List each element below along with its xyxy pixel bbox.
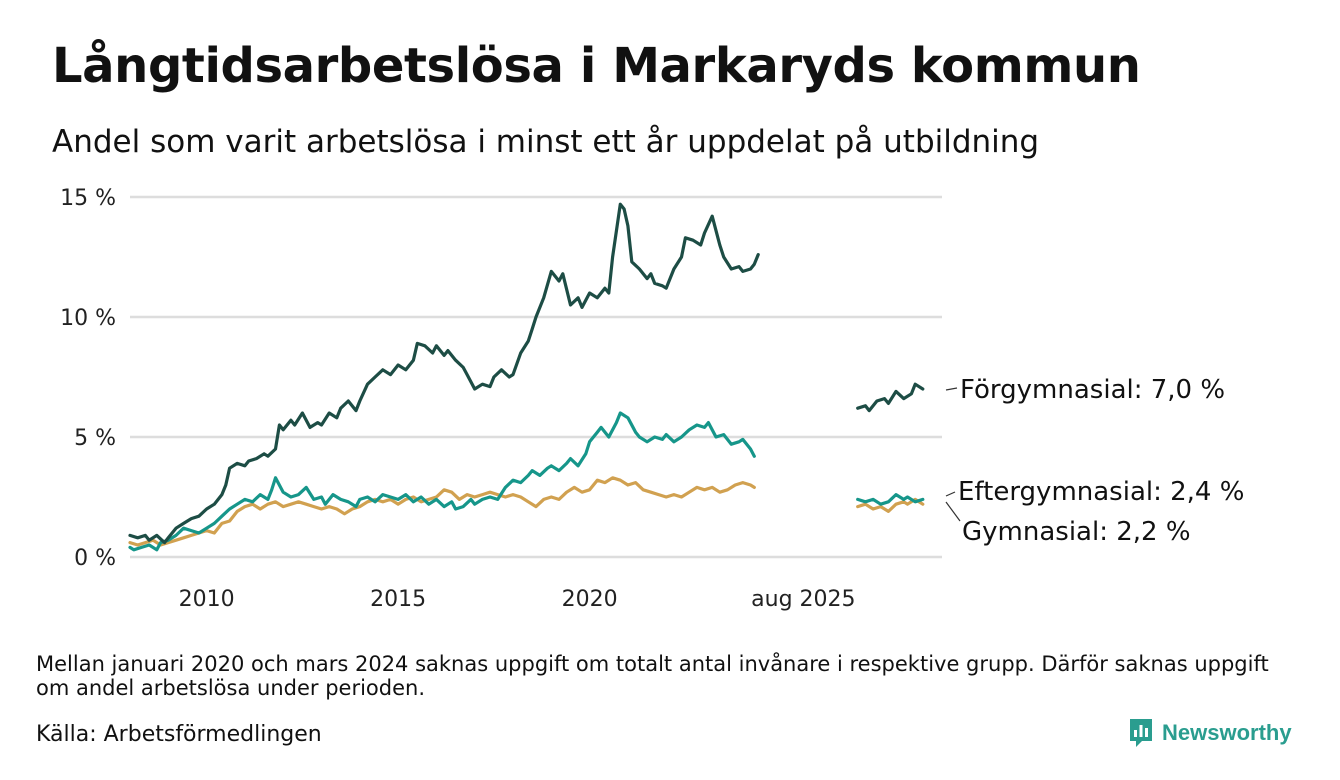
series-line-gymnasial-segment-1 xyxy=(856,497,925,513)
y-tick-label: 5 % xyxy=(74,426,116,451)
chart-title: Långtidsarbetslösa i Markaryds kommun xyxy=(52,38,1141,94)
end-label-gymnasial: Gymnasial: 2,2 % xyxy=(962,517,1191,547)
source-text: Källa: Arbetsförmedlingen xyxy=(36,722,322,747)
series-end-labels: Förgymnasial: 7,0 % Eftergymnasial: 2,4 %… xyxy=(945,375,1244,547)
newsworthy-logo-icon xyxy=(1130,719,1152,747)
line-chart: 0 % 5 % 10 % 15 % 2010 2015 2020 aug 2025 Förg… xyxy=(60,186,1244,612)
series-line-eftergymnasial-segment-1 xyxy=(856,493,925,506)
end-label-eftergymnasial: Eftergymnasial: 2,4 % xyxy=(958,477,1244,507)
series-line-förgymnasial-segment-0 xyxy=(128,202,760,545)
end-label-förgymnasial: Förgymnasial: 7,0 % xyxy=(960,375,1225,405)
x-tick-label: 2010 xyxy=(179,587,235,612)
x-tick-label: aug 2025 xyxy=(751,587,855,612)
x-tick-label: 2020 xyxy=(562,587,618,612)
y-tick-label: 0 % xyxy=(74,546,116,571)
chart-subtitle: Andel som varit arbetslösa i minst ett å… xyxy=(52,124,1040,160)
y-tick-label: 10 % xyxy=(60,306,116,331)
leader-line-eftergymnasial xyxy=(945,491,956,497)
series-gymnasial xyxy=(128,476,925,547)
series-lines xyxy=(128,202,925,552)
series-line-eftergymnasial-segment-0 xyxy=(128,411,756,552)
series-förgymnasial xyxy=(128,202,925,545)
y-tick-label: 15 % xyxy=(60,186,116,211)
x-axis-tick-labels: 2010 2015 2020 aug 2025 xyxy=(179,587,856,612)
series-line-förgymnasial-segment-1 xyxy=(856,382,925,413)
leader-line-gymnasial xyxy=(945,501,961,522)
y-axis-tick-labels: 0 % 5 % 10 % 15 % xyxy=(60,186,116,571)
series-line-gymnasial-segment-0 xyxy=(128,476,756,547)
leader-line-förgymnasial xyxy=(945,387,958,391)
newsworthy-brand[interactable]: Newsworthy xyxy=(1128,716,1292,750)
brand-name: Newsworthy xyxy=(1162,720,1292,745)
series-eftergymnasial xyxy=(128,411,925,552)
footnote: Mellan januari 2020 och mars 2024 saknas… xyxy=(36,652,1269,700)
x-tick-label: 2015 xyxy=(370,587,426,612)
